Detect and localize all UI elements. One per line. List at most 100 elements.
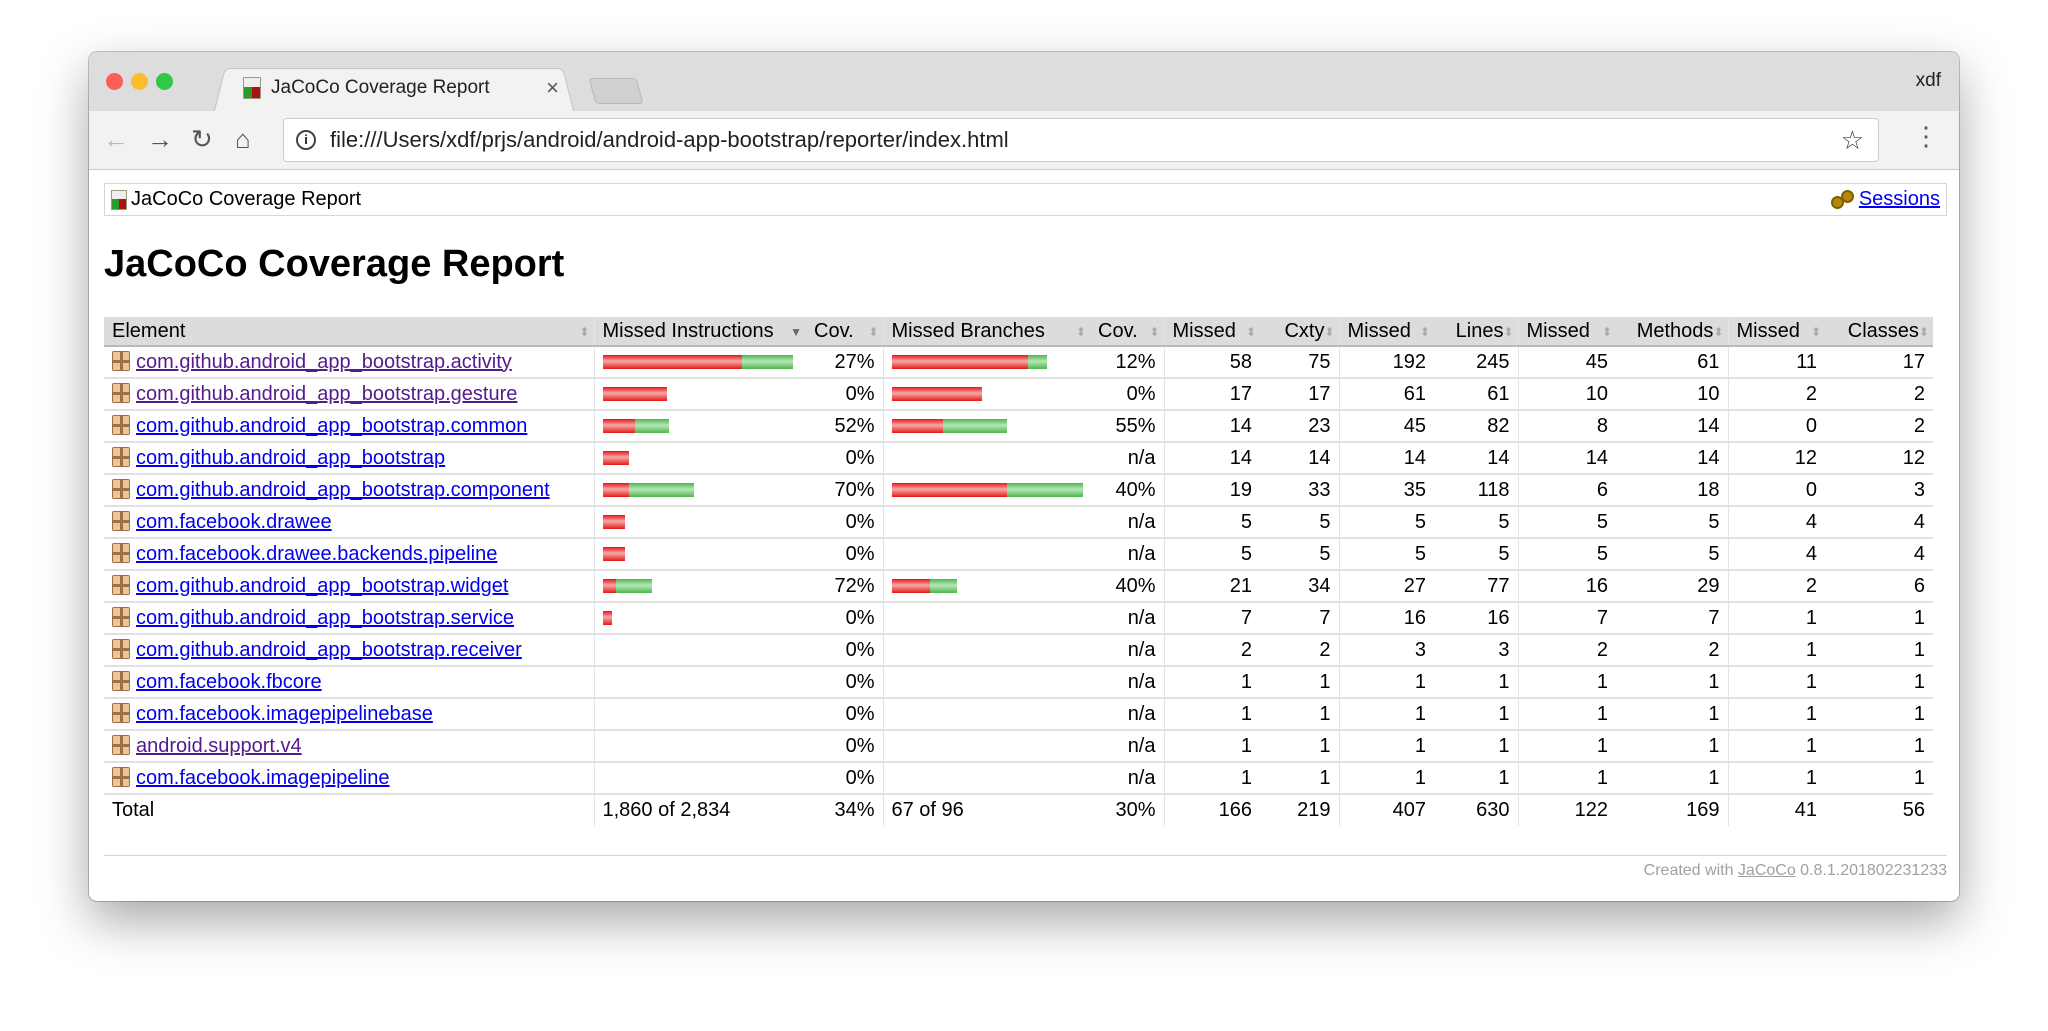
package-link[interactable]: com.github.android_app_bootstrap.activit… <box>136 350 512 373</box>
sort-icon[interactable]: ⬍ <box>1918 324 1929 339</box>
footer-version: 0.8.1.201802231233 <box>1795 862 1947 879</box>
count-cell: 1 <box>1727 698 1825 731</box>
page-title: JaCoCo Coverage Report <box>104 243 565 285</box>
count-cell: 192 <box>1338 346 1434 379</box>
column-header-label: Cov. <box>814 319 854 342</box>
close-window-button[interactable] <box>106 73 123 90</box>
count-cell: 1 <box>1338 762 1434 795</box>
sort-icon[interactable]: ⬍ <box>1419 324 1430 339</box>
column-header[interactable]: ⬍ Classes <box>1825 317 1933 347</box>
column-header[interactable]: ⬍ Cxty <box>1260 317 1339 347</box>
branches-missed-bar <box>891 419 944 434</box>
count-cell: 7 <box>1260 602 1339 635</box>
sort-icon[interactable]: ⬍ <box>1810 324 1821 339</box>
column-header[interactable]: ⬍ Missed <box>1517 317 1616 347</box>
branches-missed-bar <box>891 387 982 402</box>
sort-icon[interactable]: ⬍ <box>1713 324 1724 339</box>
column-header[interactable]: ⬍ Cov. <box>806 317 883 347</box>
jacoco-link[interactable]: JaCoCo <box>1737 862 1796 879</box>
element-cell: com.facebook.imagepipeline <box>104 762 594 795</box>
total-row: Total 1,860 of 2,834 34% 67 of 96 30% 16… <box>104 794 1933 826</box>
package-link[interactable]: com.facebook.fbcore <box>136 670 322 693</box>
package-link[interactable]: com.facebook.imagepipelinebase <box>136 702 433 725</box>
sort-icon[interactable]: ⬍ <box>868 324 879 339</box>
column-header[interactable]: ⬍ Missed <box>1727 317 1825 347</box>
element-cell: com.facebook.drawee <box>104 506 594 539</box>
breadcrumb-title: JaCoCo Coverage Report <box>131 188 362 210</box>
package-icon <box>112 478 130 499</box>
total-value: 122 <box>1517 794 1616 826</box>
sort-icon[interactable]: ⬍ <box>1075 324 1086 339</box>
package-link[interactable]: android.support.v4 <box>136 734 302 757</box>
table-row: com.facebook.drawee.backends.pipeline 0% n… <box>104 538 1933 571</box>
address-bar[interactable]: i file:///Users/xdf/prjs/android/android… <box>283 118 1879 162</box>
branches-covered-bar <box>1027 355 1047 370</box>
bookmark-star-icon[interactable]: ☆ <box>1840 124 1864 155</box>
maximize-window-button[interactable] <box>156 73 173 90</box>
tab-bar: JaCoCo Coverage Report × xdf <box>89 52 1959 111</box>
column-header[interactable]: ⬍ Cov. <box>1090 317 1164 347</box>
tab-content[interactable]: JaCoCo Coverage Report × <box>229 65 569 111</box>
count-cell: 0 <box>1727 410 1825 443</box>
column-header[interactable]: ⬍ Element <box>104 317 594 347</box>
package-link[interactable]: com.github.android_app_bootstrap.common <box>136 414 528 437</box>
column-header-label: Missed <box>1172 319 1236 342</box>
sort-icon[interactable]: ⬍ <box>1601 324 1612 339</box>
column-header-label: Classes <box>1847 319 1919 342</box>
count-cell: 14 <box>1260 442 1339 475</box>
package-icon <box>112 574 130 595</box>
sessions-link[interactable]: Sessions <box>1858 188 1940 210</box>
sort-icon[interactable]: ⬍ <box>1324 324 1335 339</box>
package-link[interactable]: com.facebook.drawee.backends.pipeline <box>136 542 498 565</box>
profile-name[interactable]: xdf <box>1915 70 1941 91</box>
count-cell: 3 <box>1434 634 1518 667</box>
kebab-menu-icon[interactable]: ⋮ <box>1913 121 1939 151</box>
package-link[interactable]: com.github.android_app_bootstrap.compone… <box>136 478 550 501</box>
sort-icon[interactable]: ⬍ <box>579 324 590 339</box>
instructions-missed-bar <box>602 451 630 466</box>
count-cell: 1 <box>1616 730 1728 763</box>
back-icon[interactable]: ← <box>103 124 129 154</box>
package-link[interactable]: com.facebook.imagepipeline <box>136 766 390 789</box>
count-cell: 1 <box>1727 634 1825 667</box>
browser-window: JaCoCo Coverage Report × xdf ← → ↻ ⌂ i f… <box>89 52 1959 901</box>
sort-icon[interactable]: ▼ <box>790 324 802 339</box>
reload-icon[interactable]: ↻ <box>191 124 213 154</box>
info-icon[interactable]: i <box>296 130 316 150</box>
instructions-bar-cell <box>593 730 806 763</box>
package-link[interactable]: com.facebook.drawee <box>136 510 332 533</box>
column-header[interactable]: ⬍ Missed Branches <box>882 317 1090 347</box>
branch-cov: n/a <box>1090 666 1164 699</box>
minimize-window-button[interactable] <box>131 73 148 90</box>
branch-cov: n/a <box>1090 538 1164 571</box>
sort-icon[interactable]: ⬍ <box>1149 324 1160 339</box>
branches-bar-cell <box>882 602 1090 635</box>
sort-icon[interactable]: ⬍ <box>1245 324 1256 339</box>
sort-icon[interactable]: ⬍ <box>1503 324 1514 339</box>
new-tab-button[interactable] <box>588 78 644 104</box>
package-link[interactable]: com.github.android_app_bootstrap.service <box>136 606 515 629</box>
table-row: com.github.android_app_bootstrap.activit… <box>104 346 1933 379</box>
package-link[interactable]: com.github.android_app_bootstrap.gesture <box>136 382 518 405</box>
package-link[interactable]: com.github.android_app_bootstrap.widget <box>136 574 509 597</box>
tab-close-icon[interactable]: × <box>546 75 559 100</box>
column-header[interactable]: ⬍ Missed <box>1163 317 1260 347</box>
home-icon[interactable]: ⌂ <box>235 124 251 154</box>
element-cell: com.facebook.fbcore <box>104 666 594 699</box>
sessions-link-wrap[interactable]: Sessions <box>1830 188 1940 211</box>
count-cell: 1 <box>1434 730 1518 763</box>
count-cell: 5 <box>1434 538 1518 571</box>
count-cell: 61 <box>1434 378 1518 411</box>
element-cell: com.github.android_app_bootstrap.receive… <box>104 634 594 667</box>
column-header[interactable]: ⬍ Lines <box>1434 317 1518 347</box>
package-link[interactable]: com.github.android_app_bootstrap.receive… <box>136 638 522 661</box>
package-link[interactable]: com.github.android_app_bootstrap <box>136 446 446 469</box>
count-cell: 2 <box>1260 634 1339 667</box>
column-header[interactable]: ⬍ Missed <box>1338 317 1434 347</box>
column-header[interactable]: ▼ Missed Instructions <box>593 317 806 347</box>
branches-bar-cell <box>882 474 1090 507</box>
url-text[interactable]: file:///Users/xdf/prjs/android/android-a… <box>330 127 1009 152</box>
forward-icon[interactable]: → <box>147 124 173 154</box>
column-header[interactable]: ⬍ Methods <box>1616 317 1728 347</box>
instr-cov: 0% <box>806 666 883 699</box>
